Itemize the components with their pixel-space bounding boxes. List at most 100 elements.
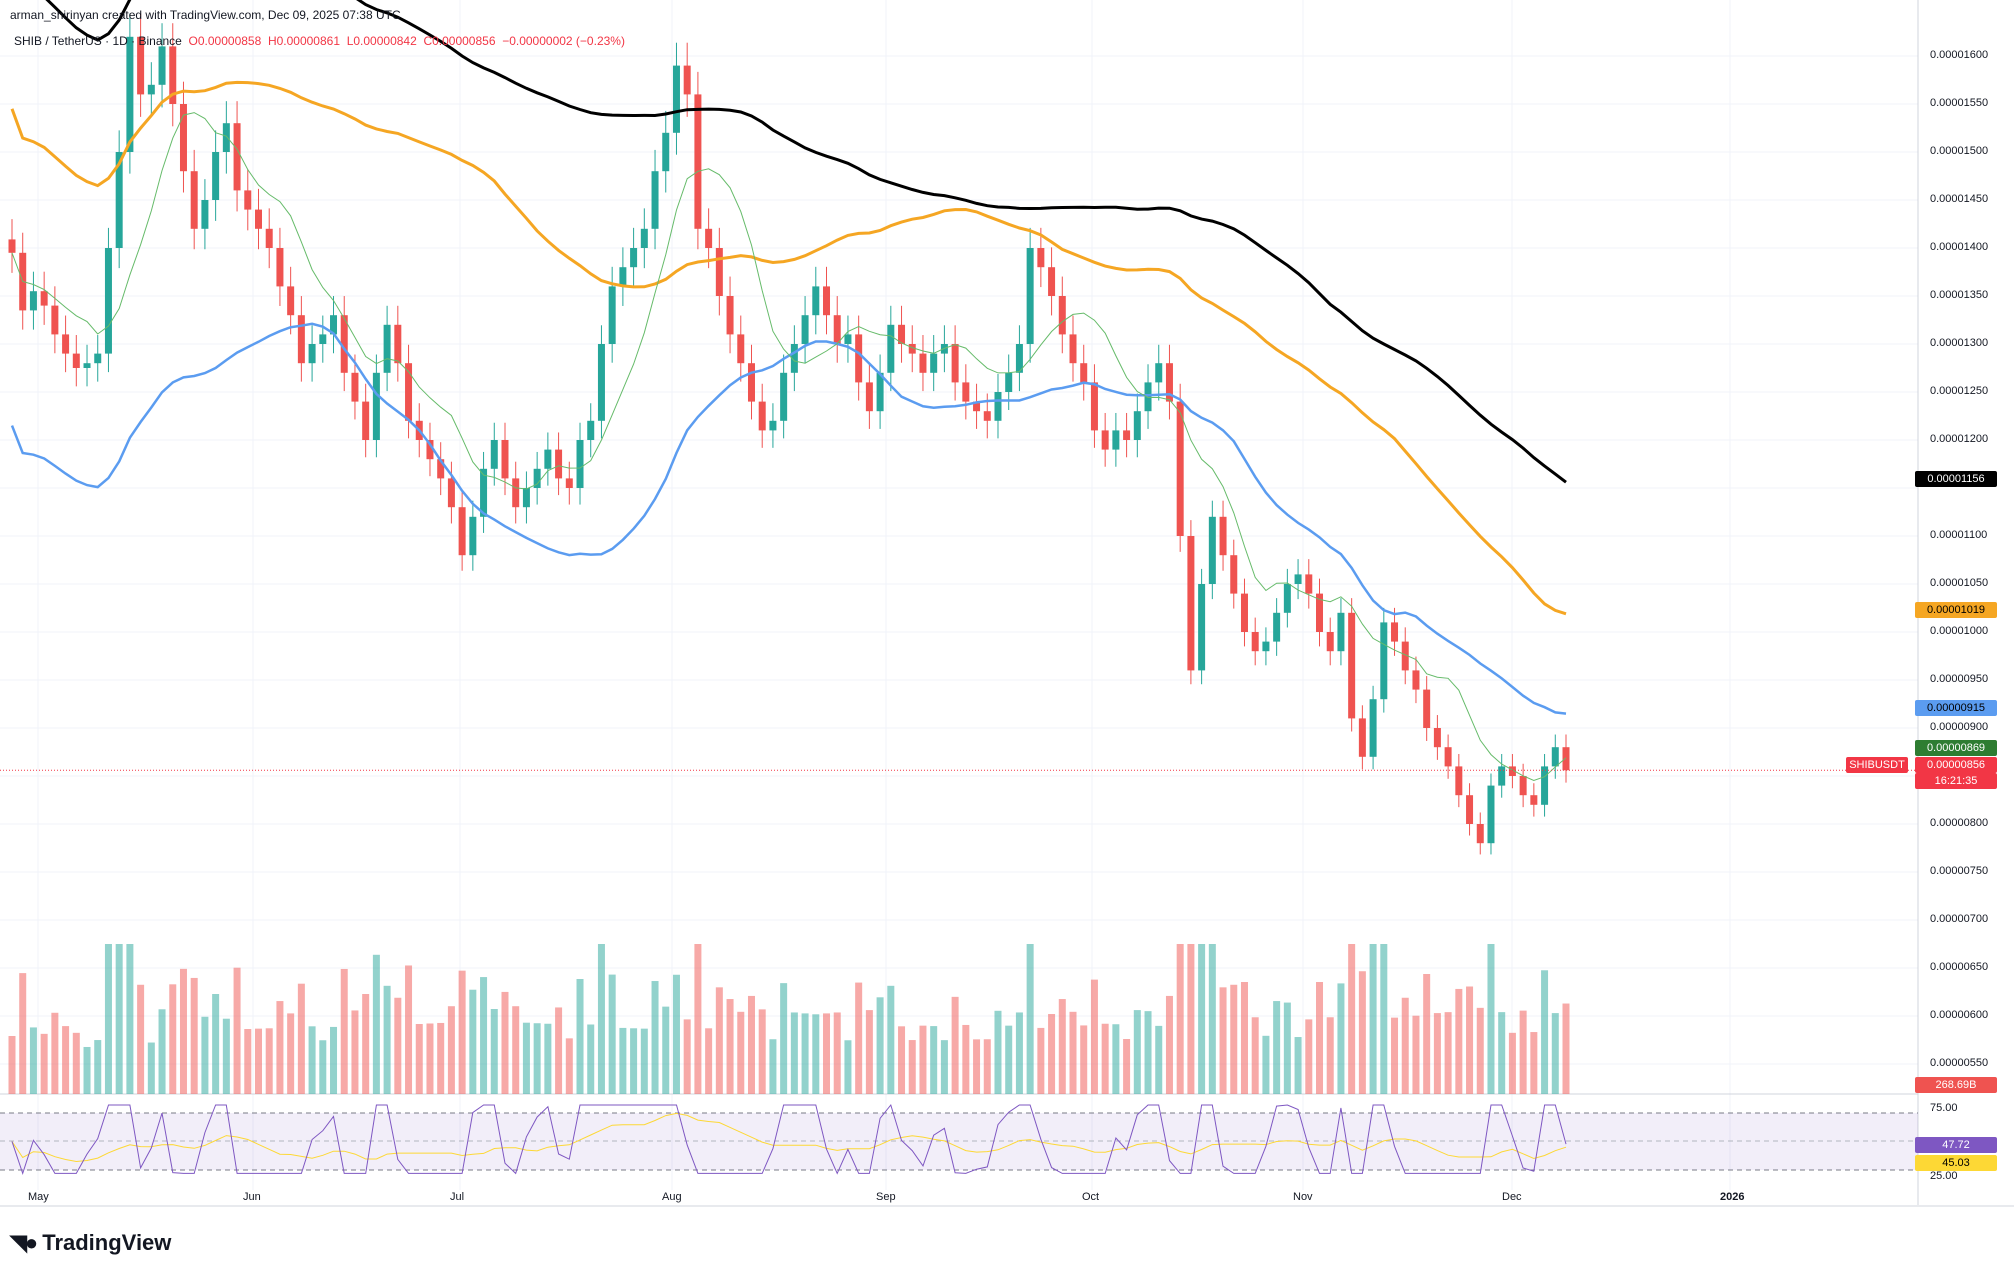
volume-bar [83,1046,91,1094]
rsi-upper-label: 75.00 [1930,1102,1958,1114]
candle-body [672,65,680,133]
candle-body [533,468,541,488]
candle-body [1240,593,1248,632]
candle-body [1412,670,1420,690]
candle-body [265,228,273,248]
candle-body [126,36,134,152]
volume-bar [19,973,27,1094]
symbol-legend[interactable]: SHIB / TetherUS · 1D · Binance O0.000008… [14,34,625,48]
volume-bar [201,1016,209,1094]
volume-bar [212,994,220,1094]
rsi-ma-tag: 45.03 [1915,1155,1997,1171]
volume-tag: 268.69B [1915,1077,1997,1093]
candle-body [190,171,198,229]
price-tick-label: 0.00001000 [1930,625,1989,637]
volume-bar [1541,970,1549,1094]
candle-body [1155,363,1163,383]
candle-body [1562,747,1570,771]
candle-body [222,123,230,152]
candle-body [587,420,595,440]
candle-body [619,267,627,287]
price-tick-label: 0.00000550 [1930,1057,1989,1069]
candle-body [1498,766,1506,786]
volume-bar [362,994,370,1094]
volume-bar [1498,1012,1506,1094]
ma200-tag: 0.00001156 [1915,471,1997,487]
candle-body [1326,632,1334,652]
time-tick-label: May [28,1191,49,1203]
candle-body [1251,632,1259,652]
volume-bar [1294,1037,1302,1094]
volume-bar [1412,1015,1420,1094]
volume-bar [1476,1007,1484,1094]
volume-bar [1155,1025,1163,1094]
volume-bar [1165,995,1173,1094]
volume-bar [1348,944,1356,1094]
tradingview-logo[interactable]: ◥● TradingView [10,1230,171,1256]
volume-bar [962,1024,970,1094]
volume-bar [415,1024,423,1094]
volume-bar [587,1024,595,1094]
price-tick-label: 0.00001100 [1930,529,1988,541]
volume-bar [705,1028,713,1094]
candle-body [683,65,691,95]
time-tick-label: Oct [1082,1191,1100,1203]
last-price-tag: 0.00000856 [1915,757,1997,773]
volume-bar [919,1025,927,1094]
candle-body [1144,382,1152,412]
volume-bar [319,1040,327,1094]
volume-bar [597,944,605,1094]
volume-bar [1144,1011,1152,1094]
volume-bar [276,1001,284,1094]
volume-bar [662,1006,670,1094]
candle-body [1551,747,1559,767]
volume-bar [426,1023,434,1094]
candle-body [522,488,530,508]
ohlc-open: O0.00000858 [188,34,262,48]
candle-body [254,209,262,229]
candle-body [72,353,80,368]
volume-bar [576,979,584,1094]
volume-bar [1058,999,1066,1094]
candle-body [340,315,348,373]
price-tick-label: 0.00000750 [1930,865,1989,877]
volume-bar [480,977,488,1094]
candle-body [480,468,488,517]
rsi-ma-line [11,1112,1567,1163]
volume-bar [1123,1039,1131,1094]
volume-bar [233,967,241,1094]
candle-body [597,344,605,421]
volume-bar [351,1010,359,1094]
candle-body [437,459,445,479]
candle-body [1305,574,1313,594]
volume-bar [1026,944,1034,1094]
volume-bar [1551,1013,1559,1094]
volume-bar [308,1026,316,1094]
volume-bar [737,1011,745,1094]
candle-body [512,478,520,508]
candle-body [147,84,155,95]
volume-bar [790,1012,798,1094]
volume-bar [1273,1001,1281,1094]
candle-body [1444,747,1452,767]
volume-bar [1219,987,1227,1094]
candle-body [372,372,380,440]
volume-bar [1305,1019,1313,1094]
volume-bar [1230,984,1238,1094]
candle-body [1423,689,1431,728]
candle-body [651,171,659,229]
candle-body [715,248,723,296]
candle-body [458,507,466,556]
candle-body [930,353,938,373]
volume-bar [940,1040,948,1094]
volume-bar [287,1013,295,1094]
candle-body [426,440,434,460]
candle-body [737,334,745,364]
candle-body [1198,584,1206,671]
volume-bar [865,1010,873,1094]
volume-bar [876,997,884,1094]
candle-body [694,94,702,229]
volume-bar [1530,1032,1538,1094]
created-by-caption: arman_shirinyan created with TradingView… [10,8,401,22]
